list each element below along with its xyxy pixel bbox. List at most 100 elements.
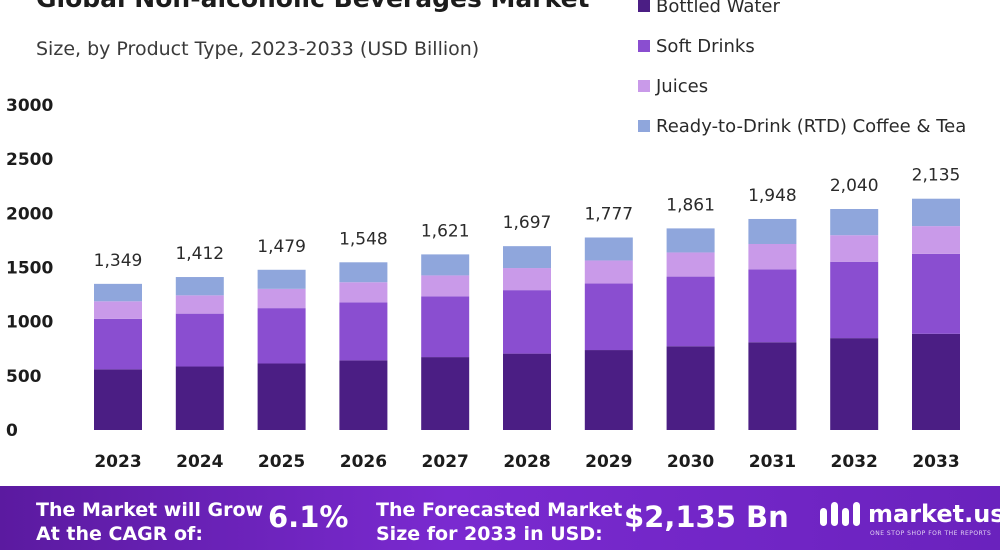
bar-segment	[257, 308, 306, 364]
bar-total-label: 1,479	[257, 237, 306, 257]
bar-segment	[257, 288, 306, 309]
bar-segment	[175, 366, 224, 430]
forecast-text-line1: The Forecasted Market	[376, 499, 623, 521]
cagr-text-line2: At the CAGR of:	[36, 523, 203, 545]
bar-total-label: 1,621	[421, 221, 470, 241]
bar-total-label: 1,412	[175, 244, 224, 264]
chart-title: Global Non-alcoholic Beverages Market	[36, 0, 589, 13]
legend-label: Juices	[656, 75, 709, 97]
forecast-value: $2,135 Bn	[624, 500, 789, 534]
market-us-logo-icon	[820, 502, 860, 526]
bar-total-label: 1,861	[666, 195, 715, 215]
bar-segment	[257, 269, 306, 289]
bar-segment	[503, 268, 551, 291]
bar-segment	[503, 290, 551, 354]
bar-segment	[830, 261, 879, 339]
bar-segment	[175, 277, 224, 296]
footer-banner: The Market will Grow At the CAGR of: 6.1…	[0, 486, 1000, 550]
bar-segment	[830, 338, 879, 430]
bar-segment	[912, 198, 960, 227]
bar-segment	[584, 350, 633, 430]
bar-total-label: 1,697	[503, 213, 552, 233]
x-tick-label: 2026	[340, 452, 387, 472]
bar-segment	[94, 318, 142, 370]
y-tick-label: 2500	[6, 150, 53, 170]
bar-segment	[830, 209, 879, 236]
bar-segment	[94, 283, 142, 302]
chart-subtitle: Size, by Product Type, 2023-2033 (USD Bi…	[36, 38, 480, 60]
bar-segment	[421, 296, 470, 358]
bar-segment	[748, 243, 797, 270]
bar-segment	[666, 252, 715, 277]
bar-total-label: 1,548	[339, 229, 388, 249]
legend-swatch	[638, 0, 650, 12]
x-tick-label: 2033	[912, 452, 959, 472]
bar-segment	[421, 254, 470, 276]
legend-swatch	[638, 120, 650, 132]
stacked-bar-chart: 0 500 1000 1500 2000 2500 3000 1,349 2023 1,412 20…	[6, 96, 961, 472]
legend-item-soft-drinks: Soft Drinks	[638, 26, 966, 66]
bar-segment	[584, 237, 633, 261]
chart-legend: Bottled Water Soft Drinks Juices Ready-t…	[638, 0, 966, 146]
cagr-text-line1: The Market will Grow	[36, 499, 264, 521]
bar-segment	[421, 357, 470, 430]
forecast-text-line2: Size for 2033 in USD:	[376, 523, 603, 545]
bar-segment	[175, 295, 224, 314]
bar-segment	[503, 246, 551, 269]
legend-item-rtd-coffee-tea: Ready-to-Drink (RTD) Coffee & Tea	[638, 106, 966, 146]
bar-segment	[748, 269, 797, 343]
bar-segment	[666, 228, 715, 253]
x-tick-label: 2028	[503, 452, 550, 472]
bar-segment	[584, 260, 633, 284]
bar-segment	[666, 346, 715, 430]
brand-logo[interactable]: market.us	[818, 500, 1000, 528]
bar-total-label: 1,948	[748, 186, 797, 206]
x-tick-label: 2027	[422, 452, 469, 472]
bar-segment	[912, 226, 960, 254]
x-tick-label: 2029	[585, 452, 632, 472]
bar-total-label: 1,777	[584, 204, 633, 224]
legend-item-bottled-water: Bottled Water	[638, 0, 966, 26]
legend-item-juices: Juices	[638, 66, 966, 106]
cagr-value: 6.1%	[268, 500, 349, 534]
legend-label: Bottled Water	[656, 0, 780, 17]
cagr-text: The Market will Grow At the CAGR of:	[36, 498, 263, 546]
bar-segment	[748, 342, 797, 430]
bar-segment	[584, 283, 633, 351]
x-tick-label: 2031	[749, 452, 796, 472]
brand-tagline: ONE STOP SHOP FOR THE REPORTS	[870, 530, 992, 537]
legend-swatch	[638, 40, 650, 52]
bar-segment	[421, 275, 470, 297]
y-tick-label: 0	[6, 421, 18, 441]
bar-total-label: 1,349	[94, 251, 143, 271]
bar-segment	[94, 301, 142, 319]
y-tick-label: 2000	[6, 204, 53, 224]
x-tick-label: 2023	[94, 452, 141, 472]
x-tick-label: 2030	[667, 452, 714, 472]
legend-label: Soft Drinks	[656, 35, 755, 57]
y-tick-label: 500	[6, 367, 42, 387]
bar-segment	[912, 333, 960, 430]
forecast-text: The Forecasted Market Size for 2033 in U…	[376, 498, 622, 546]
x-tick-label: 2025	[258, 452, 305, 472]
bar-total-label: 2,135	[912, 166, 961, 186]
legend-label: Ready-to-Drink (RTD) Coffee & Tea	[656, 115, 967, 137]
x-tick-label: 2024	[176, 452, 223, 472]
bar-segment	[339, 302, 388, 361]
x-tick-label: 2032	[831, 452, 878, 472]
bar-segment	[339, 282, 388, 303]
bar-segment	[748, 218, 797, 244]
bar-segment	[94, 369, 142, 430]
y-tick-label: 1000	[6, 313, 53, 333]
brand-name: market.us	[868, 500, 1000, 528]
bar-segment	[503, 353, 551, 430]
y-tick-label: 1500	[6, 259, 53, 279]
bar-segment	[339, 360, 388, 430]
bar-segment	[339, 262, 388, 283]
bar-segment	[830, 235, 879, 262]
bar-segment	[666, 276, 715, 347]
bar-total-label: 2,040	[830, 176, 879, 196]
bar-segment	[257, 363, 306, 430]
y-tick-label: 3000	[6, 96, 53, 116]
bar-segment	[912, 253, 960, 334]
